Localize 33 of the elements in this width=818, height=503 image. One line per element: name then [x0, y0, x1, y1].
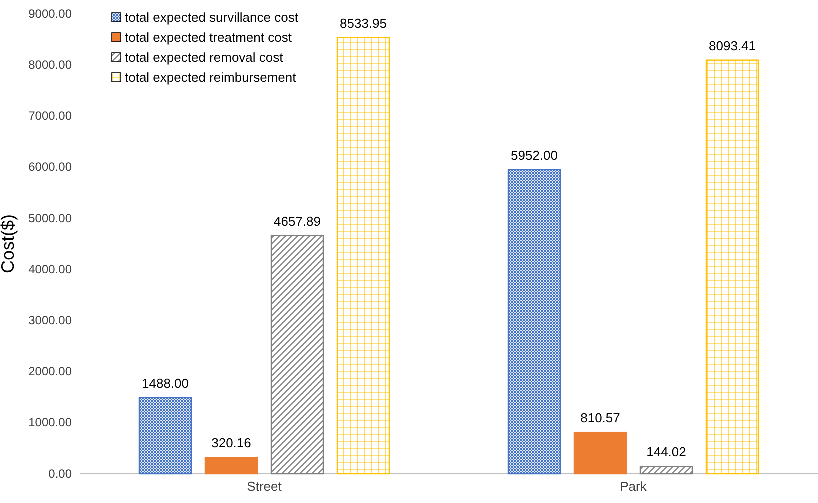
data-label: 4657.89	[274, 214, 321, 229]
y-tick-label: 0.00	[48, 466, 72, 481]
legend-label: total expected reimbursement	[125, 70, 297, 85]
y-tick-label: 2000.00	[28, 364, 72, 379]
legend-label: total expected removal cost	[125, 50, 284, 65]
data-label: 5952.00	[511, 148, 558, 163]
bar	[204, 457, 258, 475]
y-tick-label: 1000.00	[28, 416, 72, 430]
x-tick-label: Street	[247, 479, 282, 494]
data-label: 1488.00	[142, 376, 189, 391]
x-tick-label: Park	[620, 479, 648, 494]
y-tick-label: 6000.00	[28, 160, 72, 174]
data-label: 8533.95	[340, 16, 387, 31]
bar	[336, 37, 390, 475]
y-tick-label: 4000.00	[28, 262, 72, 276]
y-tick-label: 7000.00	[28, 109, 72, 124]
data-label: 144.02	[646, 444, 686, 460]
y-tick-label: 8000.00	[28, 58, 72, 72]
y-tick-label: 3000.00	[28, 314, 72, 328]
legend-label: total expected survillance cost	[125, 10, 299, 25]
bar	[574, 432, 628, 475]
bar	[706, 60, 760, 475]
bar	[640, 466, 694, 475]
data-label: 8093.41	[709, 38, 756, 54]
y-axis-title: Cost($)	[0, 214, 18, 274]
bar	[508, 169, 562, 475]
data-label: 810.57	[580, 410, 620, 426]
data-label: 320.16	[212, 436, 252, 451]
y-tick-label: 5000.00	[28, 211, 72, 226]
bar	[270, 235, 324, 475]
y-tick-label: 9000.00	[28, 6, 72, 21]
bar	[138, 397, 192, 475]
legend-label: total expected treatment cost	[125, 30, 292, 45]
